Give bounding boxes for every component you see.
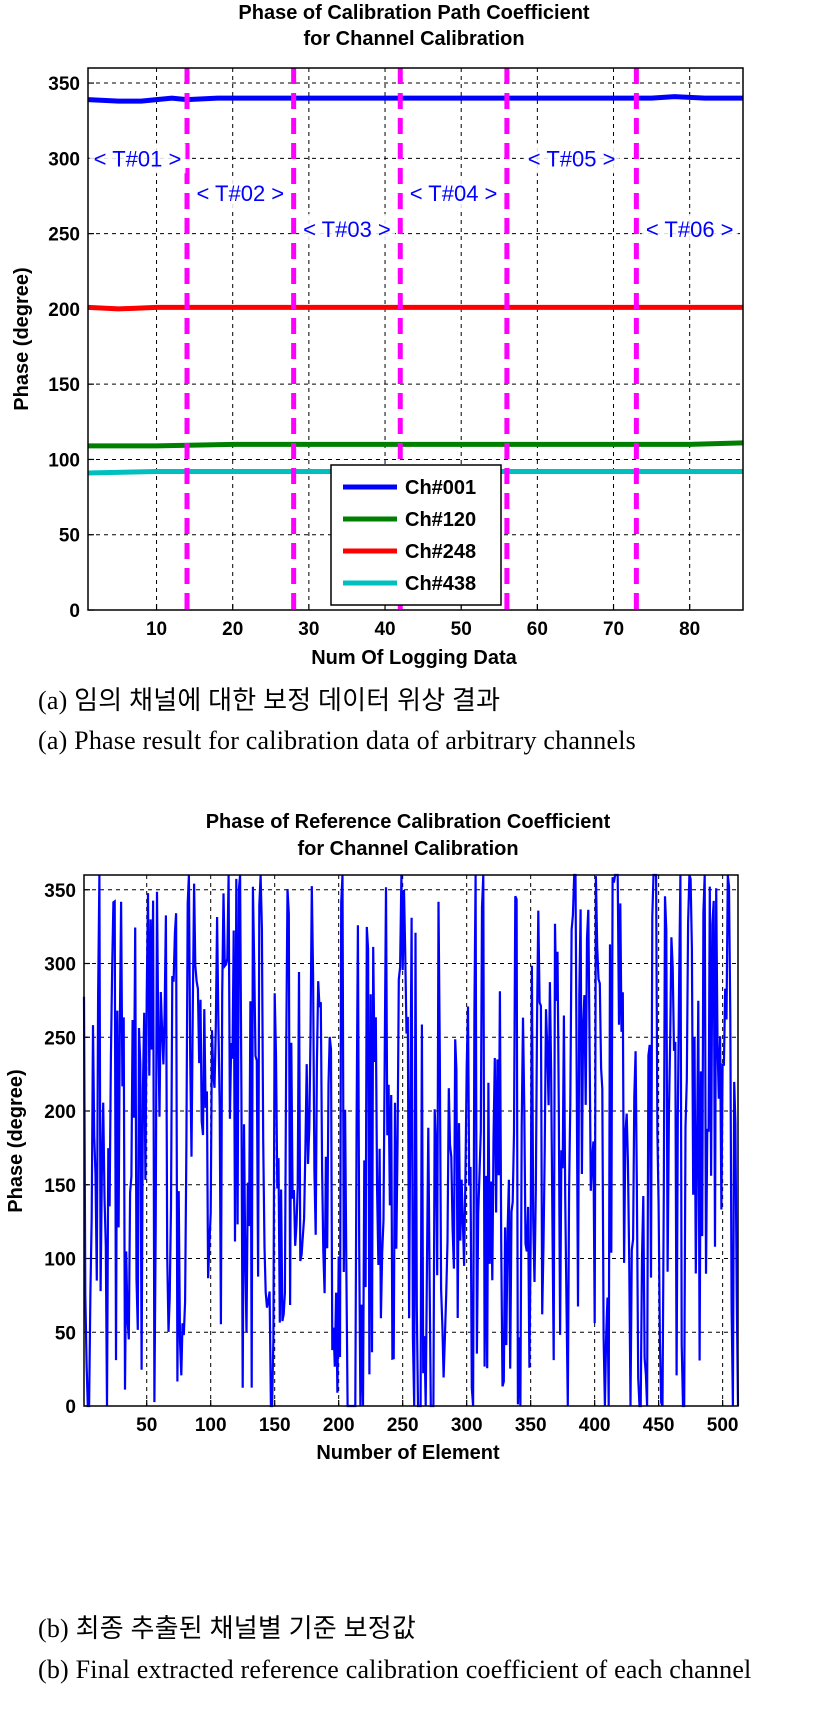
series-line-ch438 bbox=[87, 469, 743, 476]
series-line-ch001 bbox=[87, 94, 743, 104]
chart-b-y-ticks: 0 50 100 150 200 250 300 350 bbox=[44, 881, 90, 1418]
chart-b-ylabel: Phase (degree) bbox=[5, 1069, 27, 1212]
chart-b-y-tick-label: 100 bbox=[44, 1250, 76, 1271]
chart-b-xlabel: Number of Element bbox=[316, 1442, 500, 1464]
chart-a-ylabel: Phase (degree) bbox=[11, 267, 33, 410]
chart-a-y-tick-label: 350 bbox=[48, 74, 80, 95]
chart-a-x-ticks: 10 20 30 40 50 60 70 80 bbox=[146, 604, 700, 640]
interval-label-background bbox=[192, 177, 289, 208]
chart-a-x-tick-label: 60 bbox=[527, 619, 548, 640]
interval-label-background bbox=[89, 143, 186, 174]
chart-a: Phase of Calibration Path Coefficient fo… bbox=[11, 2, 744, 669]
chart-a-x-tick-label: 50 bbox=[451, 619, 472, 640]
chart-a-y-tick-label: 100 bbox=[48, 450, 80, 471]
chart-a-interval-labels: < T#01 > < T#02 > < T#03 > < T#04 > < T#05 >… bbox=[89, 143, 738, 245]
chart-a-xlabel: Num Of Logging Data bbox=[311, 647, 517, 669]
chart-a-y-tick-label: 200 bbox=[48, 300, 80, 321]
figure-a-caption-english: (a) Phase result for calibration data of… bbox=[38, 726, 636, 755]
chart-b-x-tick-label: 150 bbox=[259, 1415, 291, 1436]
chart-b: Phase of Reference Calibration Coefficie… bbox=[5, 811, 740, 1464]
chart-b-title-line1: Phase of Reference Calibration Coefficie… bbox=[206, 811, 611, 833]
chart-b-x-tick-label: 400 bbox=[579, 1415, 611, 1436]
interval-label-t05: < T#05 > bbox=[528, 146, 616, 171]
figure-b-caption-english: (b) Final extracted reference calibratio… bbox=[38, 1655, 752, 1684]
series-line-reference-phase bbox=[82, 873, 740, 1408]
legend-entry-ch438: Ch#438 bbox=[405, 573, 476, 595]
chart-a-y-tick-label: 50 bbox=[59, 526, 80, 547]
chart-b-y-tick-label: 200 bbox=[44, 1102, 76, 1123]
chart-b-y-tick-label: 150 bbox=[44, 1176, 76, 1197]
chart-a-y-ticks: 0 50 100 150 200 250 300 350 bbox=[48, 74, 94, 622]
chart-a-y-tick-label: 250 bbox=[48, 225, 80, 246]
interval-label-t03: < T#03 > bbox=[303, 217, 391, 242]
legend-entry-ch001: Ch#001 bbox=[405, 477, 476, 499]
chart-a-y-tick-label: 150 bbox=[48, 375, 80, 396]
interval-label-background bbox=[641, 214, 738, 245]
series-line-ch120 bbox=[88, 440, 744, 449]
legend-entry-ch120: Ch#120 bbox=[405, 509, 476, 531]
interval-label-t01: < T#01 > bbox=[94, 146, 182, 171]
chart-b-y-tick-label: 0 bbox=[65, 1397, 76, 1418]
chart-a-y-tick-label: 0 bbox=[69, 601, 80, 622]
interval-label-background bbox=[523, 143, 620, 174]
chart-b-y-tick-label: 250 bbox=[44, 1028, 76, 1049]
chart-b-x-tick-label: 300 bbox=[451, 1415, 483, 1436]
chart-a-title-line2: for Channel Calibration bbox=[303, 28, 524, 50]
chart-a-legend: Ch#001 Ch#120 Ch#248 Ch#438 bbox=[330, 464, 502, 606]
interval-label-t04: < T#04 > bbox=[410, 181, 498, 206]
chart-a-y-tick-label: 300 bbox=[48, 149, 80, 170]
interval-label-background bbox=[298, 214, 395, 245]
interval-label-t06: < T#06 > bbox=[646, 217, 734, 242]
series-line-ch248 bbox=[87, 304, 743, 312]
chart-b-x-tick-label: 350 bbox=[515, 1415, 547, 1436]
chart-a-x-tick-label: 30 bbox=[298, 619, 319, 640]
chart-b-y-tick-label: 50 bbox=[55, 1323, 76, 1344]
chart-a-x-tick-label: 20 bbox=[222, 619, 243, 640]
chart-b-y-tick-label: 300 bbox=[44, 955, 76, 976]
chart-b-y-tick-label: 350 bbox=[44, 881, 76, 902]
chart-b-x-tick-label: 200 bbox=[323, 1415, 355, 1436]
chart-b-x-ticks: 50 100 150 200 250 300 350 400 450 500 bbox=[136, 1400, 738, 1436]
chart-a-x-tick-label: 70 bbox=[603, 619, 624, 640]
chart-b-title-line2: for Channel Calibration bbox=[297, 838, 518, 860]
chart-b-x-tick-label: 450 bbox=[643, 1415, 675, 1436]
chart-a-x-tick-label: 40 bbox=[374, 619, 395, 640]
chart-b-x-tick-label: 250 bbox=[387, 1415, 419, 1436]
chart-b-plot-frame bbox=[83, 874, 739, 1407]
legend-entry-ch248: Ch#248 bbox=[405, 541, 476, 563]
figure-a-caption-korean: (a) 임의 채널에 대한 보정 데이터 위상 결과 bbox=[38, 686, 501, 715]
figure-b-caption-korean: (b) 최종 추출된 채널별 기준 보정값 bbox=[38, 1614, 416, 1643]
chart-a-plot-frame bbox=[87, 67, 744, 611]
chart-a-x-tick-label: 80 bbox=[679, 619, 700, 640]
interval-label-t02: < T#02 > bbox=[196, 181, 284, 206]
interval-label-background bbox=[405, 177, 502, 208]
chart-b-x-tick-label: 100 bbox=[195, 1415, 227, 1436]
chart-a-title-line1: Phase of Calibration Path Coefficient bbox=[238, 2, 590, 24]
chart-b-x-tick-label: 50 bbox=[136, 1415, 157, 1436]
chart-b-series bbox=[82, 873, 740, 1408]
chart-b-x-tick-label: 500 bbox=[707, 1415, 739, 1436]
chart-a-series bbox=[87, 94, 744, 476]
chart-a-x-tick-label: 10 bbox=[146, 619, 167, 640]
